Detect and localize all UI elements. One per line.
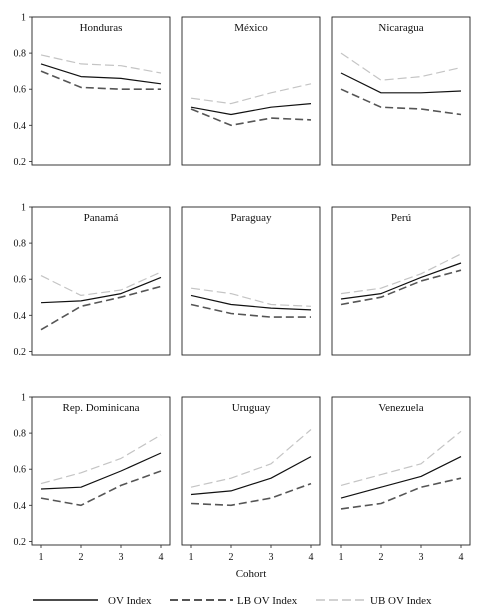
series-line-lb <box>190 108 312 127</box>
panel-title: Paraguay <box>231 212 272 224</box>
legend-label-ub: UB OV Index <box>370 595 432 607</box>
series-line-ov <box>40 452 162 490</box>
panel-title: Perú <box>391 212 412 224</box>
y-tick-label: 0.6 <box>14 85 27 96</box>
series-line-ub <box>190 429 312 488</box>
panel-3: Panamá 0.2 0.4 0.6 0.8 1 <box>14 203 171 358</box>
series-line-ub <box>340 430 462 486</box>
x-tick-label: 1 <box>339 552 344 563</box>
panel-frame <box>31 16 171 166</box>
panel-title: Venezuela <box>378 402 423 414</box>
x-axis-title: Cohort <box>236 568 267 580</box>
panel-frame <box>331 396 471 546</box>
series-line-ub <box>340 253 462 295</box>
series-line-ov <box>340 456 462 499</box>
panel-frame <box>31 206 171 356</box>
series-line-ub <box>190 83 312 105</box>
series-line-lb <box>40 70 161 90</box>
x-tick-label: 2 <box>229 552 234 563</box>
panel-frame <box>31 396 171 546</box>
series-line-lb <box>340 269 462 306</box>
series-line-ub <box>40 271 162 296</box>
y-tick-label: 0.8 <box>14 49 27 60</box>
x-tick-label: 1 <box>39 552 44 563</box>
panel-6: Rep. Dominicana 0.2 0.4 0.6 0.8 1 1 2 3 4 <box>14 393 171 563</box>
series-line-ov <box>40 63 162 85</box>
series-line-ov <box>40 276 162 304</box>
y-tick-label: 0.2 <box>14 537 27 548</box>
series-line-lb <box>40 285 162 331</box>
x-tick-label: 3 <box>269 552 274 563</box>
legend-label-lb: LB OV Index <box>237 595 298 607</box>
panel-frame <box>181 396 321 546</box>
y-tick-label: 0.4 <box>14 121 27 132</box>
series-line-ub <box>40 434 162 485</box>
panel-frame <box>331 16 471 166</box>
y-tick-label: 1 <box>21 13 26 24</box>
series-line-ub <box>40 54 162 74</box>
panel-title: Uruguay <box>232 402 271 414</box>
y-tick-label: 1 <box>21 393 26 404</box>
y-tick-label: 0.8 <box>14 239 27 250</box>
series-line-ov <box>190 456 312 496</box>
legend-item-ub: UB OV Index <box>316 595 432 607</box>
series-line-ov <box>190 294 312 311</box>
x-tick-label: 4 <box>159 552 164 563</box>
series-line-lb <box>340 88 462 116</box>
panel-frame <box>331 206 471 356</box>
series-line-ov <box>190 103 312 116</box>
series-line-ov <box>340 262 462 300</box>
series-line-lb <box>340 477 462 510</box>
y-tick-label: 0.4 <box>14 501 27 512</box>
panel-8: Venezuela 1 2 3 4 <box>331 396 471 563</box>
panel-frame <box>181 206 321 356</box>
x-tick-label: 2 <box>79 552 84 563</box>
x-tick-label: 3 <box>119 552 124 563</box>
panel-1: México <box>181 16 321 166</box>
series-line-ub <box>190 287 312 307</box>
panel-4: Paraguay <box>181 206 321 356</box>
y-tick-label: 1 <box>21 203 26 214</box>
y-tick-label: 0.2 <box>14 157 27 168</box>
panel-title: Panamá <box>84 212 119 224</box>
panel-0: Honduras 0.2 0.4 0.6 0.8 1 <box>14 13 171 168</box>
y-tick-label: 0.8 <box>14 429 27 440</box>
panel-title: Honduras <box>80 22 123 34</box>
legend-label-ov: OV Index <box>108 595 152 607</box>
x-tick-label: 1 <box>189 552 194 563</box>
x-tick-label: 3 <box>419 552 424 563</box>
y-tick-label: 0.2 <box>14 347 27 358</box>
y-tick-label: 0.6 <box>14 275 27 286</box>
panel-5: Perú <box>331 206 471 356</box>
panel-7: Uruguay 1 2 3 4 <box>181 396 321 563</box>
series-line-lb <box>190 482 312 507</box>
series-line-lb <box>190 303 311 318</box>
x-tick-label: 4 <box>459 552 464 563</box>
legend-item-ov: OV Index <box>33 595 152 607</box>
panel-frame <box>181 16 321 166</box>
panel-title: México <box>234 22 268 34</box>
series-line-ub <box>340 52 462 81</box>
panel-title: Nicaragua <box>378 22 423 34</box>
y-tick-label: 0.6 <box>14 465 27 476</box>
series-line-lb <box>40 470 162 507</box>
panel-2: Nicaragua <box>331 16 471 166</box>
x-tick-label: 4 <box>309 552 314 563</box>
series-line-ov <box>340 72 462 94</box>
panel-title: Rep. Dominicana <box>63 402 140 414</box>
legend-item-lb: LB OV Index <box>170 595 298 607</box>
y-tick-label: 0.4 <box>14 311 27 322</box>
x-tick-label: 2 <box>379 552 384 563</box>
